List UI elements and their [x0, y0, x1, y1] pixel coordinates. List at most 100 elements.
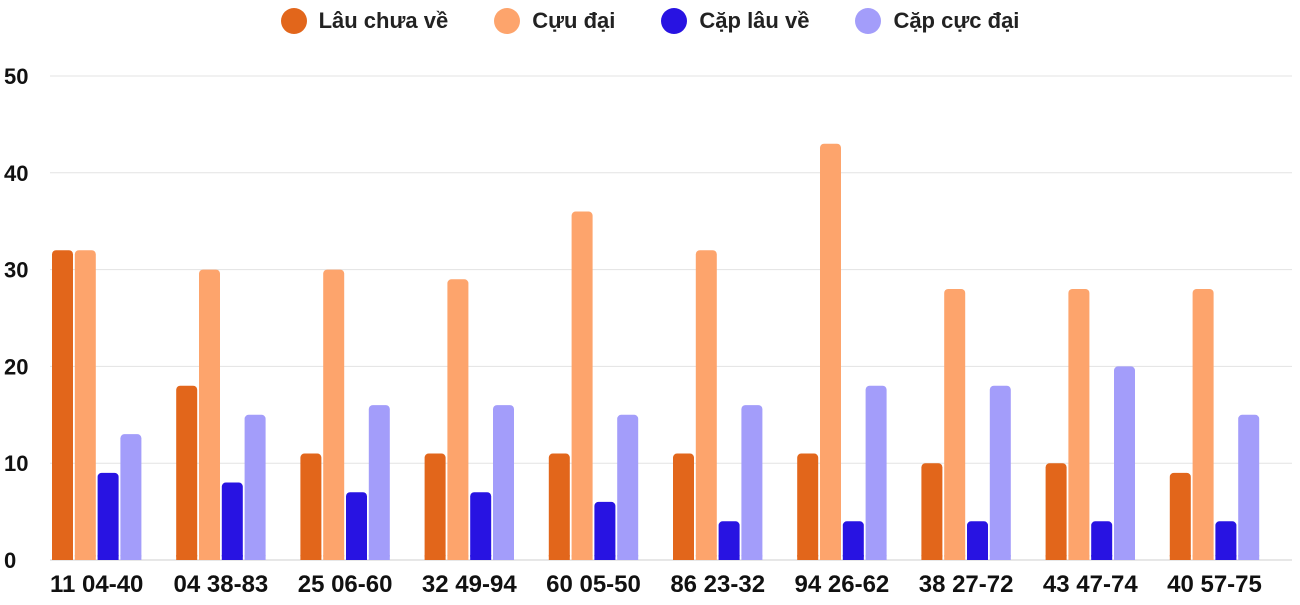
bar-base — [424, 555, 446, 560]
x-tick-label: 25 06-60 — [298, 571, 393, 598]
legend-swatch-cap-lau-ve — [661, 8, 688, 34]
bar-base — [617, 555, 639, 560]
bar[interactable] — [346, 492, 367, 560]
y-tick-label: 0 — [4, 548, 16, 573]
bar-base — [718, 555, 740, 560]
x-tick-label: 38 27-72 — [919, 571, 1014, 598]
bar-base — [176, 555, 198, 560]
bar[interactable] — [120, 434, 142, 560]
bar[interactable] — [300, 453, 322, 560]
bar[interactable] — [741, 405, 763, 560]
x-tick-label: 40 57-75 — [1167, 571, 1262, 598]
bar[interactable] — [244, 414, 266, 560]
legend-item-cuu-dai[interactable]: Cựu đại — [494, 8, 615, 34]
bar[interactable] — [470, 492, 492, 560]
bar-base — [346, 555, 367, 560]
legend-item-lau-chua-ve[interactable]: Lâu chưa về — [280, 8, 449, 34]
x-tick-label: 11 04-40 — [50, 571, 143, 598]
bar-base — [470, 555, 492, 560]
bar[interactable] — [199, 269, 220, 560]
x-tick-label: 04 38-83 — [174, 571, 269, 598]
bar[interactable] — [695, 250, 717, 561]
bar-base — [368, 555, 390, 560]
bar[interactable] — [1068, 288, 1090, 560]
bar-base — [120, 555, 142, 560]
bar[interactable] — [447, 279, 469, 560]
bar-base — [865, 555, 887, 560]
bar-base — [944, 555, 966, 560]
bar-base — [820, 555, 841, 560]
bar-base — [842, 555, 864, 560]
bar-base — [1114, 555, 1135, 560]
legend-label: Cặp lâu về — [699, 8, 810, 33]
legend-item-cap-lau-ve[interactable]: Cặp lâu về — [661, 8, 809, 34]
x-tick-label: 94 26-62 — [795, 571, 890, 598]
legend-swatch-lau-chua-ve — [280, 8, 307, 34]
bar-base — [1192, 555, 1214, 560]
bar-base — [97, 555, 119, 560]
bar[interactable] — [1192, 288, 1214, 560]
legend-swatch-cuu-dai — [494, 8, 521, 34]
bar[interactable] — [74, 250, 96, 561]
bar-base — [447, 555, 469, 560]
bar[interactable] — [548, 453, 570, 560]
bar[interactable] — [176, 385, 198, 560]
bar[interactable] — [493, 405, 514, 560]
bar-base — [221, 555, 243, 560]
bar-base — [571, 555, 593, 560]
legend-label: Cựu đại — [532, 8, 616, 33]
bar[interactable] — [1114, 366, 1135, 560]
y-tick-label: 10 — [4, 451, 28, 476]
bar-base — [673, 555, 694, 560]
bar-base — [199, 555, 220, 560]
x-tick-label: 60 05-50 — [546, 571, 641, 598]
y-tick-label: 40 — [4, 161, 28, 186]
bar[interactable] — [865, 385, 887, 560]
bar[interactable] — [1169, 472, 1191, 560]
y-tick-label: 20 — [4, 354, 28, 379]
bar-base — [1215, 555, 1237, 560]
bar-base — [244, 555, 266, 560]
bar[interactable] — [368, 405, 390, 560]
bar[interactable] — [1045, 463, 1067, 560]
axis-labels: 0 10 20 30 40 50 11 04-40 04 38-83 25 06-60 32 49… — [4, 64, 1262, 598]
bar-base — [989, 555, 1011, 560]
bar[interactable] — [221, 482, 243, 560]
bar-base — [1169, 555, 1191, 560]
bar[interactable] — [594, 501, 616, 560]
y-tick-label: 30 — [4, 258, 28, 283]
bar[interactable] — [424, 453, 446, 560]
bar[interactable] — [921, 463, 943, 560]
bar[interactable] — [1238, 414, 1260, 560]
bar[interactable] — [673, 453, 694, 560]
x-tick-label: 43 47-74 — [1043, 571, 1138, 598]
bar[interactable] — [718, 521, 740, 560]
bar[interactable] — [820, 143, 841, 560]
bar[interactable] — [52, 250, 73, 561]
legend-item-cap-cuc-dai[interactable]: Cặp cực đại — [855, 8, 1019, 34]
bar[interactable] — [323, 269, 345, 560]
bar-base — [921, 555, 943, 560]
bar-base — [1045, 555, 1067, 560]
legend-label: Cặp cực đại — [893, 8, 1020, 33]
bar[interactable] — [797, 453, 819, 560]
bar[interactable] — [571, 211, 593, 560]
bar-base — [74, 555, 96, 560]
bar-base — [548, 555, 570, 560]
bar[interactable] — [617, 414, 639, 560]
bar[interactable] — [944, 288, 966, 560]
bar[interactable] — [97, 472, 119, 560]
bar[interactable] — [1091, 521, 1113, 560]
bar[interactable] — [989, 385, 1011, 560]
bar-base — [52, 555, 73, 560]
bar-base — [1238, 555, 1260, 560]
bar-base — [967, 555, 988, 560]
legend-label: Lâu chưa về — [318, 8, 449, 33]
x-tick-label: 86 23-32 — [670, 571, 765, 598]
bar-base — [1091, 555, 1113, 560]
bar[interactable] — [1215, 521, 1237, 560]
bar[interactable] — [967, 521, 988, 560]
bar[interactable] — [842, 521, 864, 560]
